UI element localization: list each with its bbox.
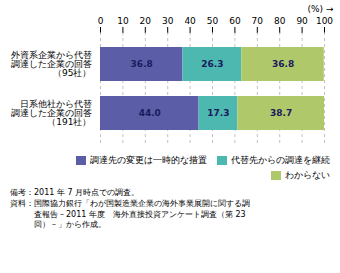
svg-text:36.8: 36.8 bbox=[272, 59, 294, 69]
svg-text:36.8: 36.8 bbox=[131, 59, 153, 69]
svg-text:60: 60 bbox=[229, 16, 241, 26]
svg-text:外資系企業から代替調達した企業の回答（95社）: 外資系企業から代替調達した企業の回答（95社） bbox=[11, 50, 92, 78]
svg-text:20: 20 bbox=[140, 16, 152, 26]
svg-text:(%) →: (%) → bbox=[308, 4, 334, 14]
html-text:資料：国際協力銀行「わが国製造業企業の海外事業展開に関する調: 資料：国際協力銀行「わが国製造業企業の海外事業展開に関する調 bbox=[10, 198, 250, 208]
html-text:査報告－2011 年度 海外直接投資アンケート調査（第 23: 査報告－2011 年度 海外直接投資アンケート調査（第 23 bbox=[10, 209, 246, 219]
svg-text:80: 80 bbox=[274, 16, 286, 26]
svg-text:44.0: 44.0 bbox=[139, 108, 161, 118]
html-text:回）－」から作成。: 回）－」から作成。 bbox=[10, 220, 106, 230]
html-text:調達先の変更は一時的な措置: 調達先の変更は一時的な措置 bbox=[90, 155, 207, 165]
svg-text:100: 100 bbox=[316, 16, 333, 26]
html-text:代替先からの調達を継続: 代替先からの調達を継続 bbox=[231, 155, 330, 165]
svg-text:日系他社から代替調達した企業の回答（191社）: 日系他社から代替調達した企業の回答（191社） bbox=[11, 99, 92, 127]
svg-text:50: 50 bbox=[207, 16, 219, 26]
svg-text:0: 0 bbox=[98, 16, 104, 26]
svg-text:10: 10 bbox=[117, 16, 129, 26]
svg-text:26.3: 26.3 bbox=[201, 59, 223, 69]
svg-text:90: 90 bbox=[296, 16, 308, 26]
html-text:わからない: わからない bbox=[285, 170, 330, 180]
svg-text:70: 70 bbox=[252, 16, 264, 26]
svg-text:38.7: 38.7 bbox=[270, 108, 292, 118]
html-text:備考：2011 年 7 月時点での調査。: 備考：2011 年 7 月時点での調査。 bbox=[10, 188, 140, 197]
svg-text:40: 40 bbox=[184, 16, 196, 26]
svg-text:17.3: 17.3 bbox=[207, 108, 229, 118]
svg-text:30: 30 bbox=[162, 16, 174, 26]
